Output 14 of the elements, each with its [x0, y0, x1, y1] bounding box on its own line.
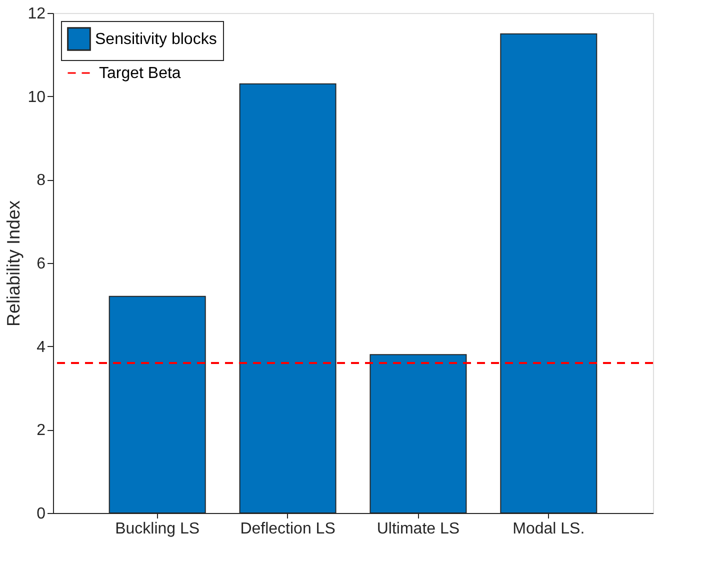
y-tick-label: 6: [36, 256, 46, 272]
y-tick-label: 2: [36, 422, 46, 440]
y-axis-title: Reliability Index: [4, 200, 24, 327]
y-tick-label: 0: [36, 506, 46, 522]
y-tick-label: 12: [28, 6, 46, 22]
y-tick-label: 8: [36, 172, 46, 190]
x-tick-label: Buckling LS: [115, 520, 200, 538]
legend-label: Target Beta: [99, 65, 181, 82]
y-tick-label: 4: [36, 338, 46, 356]
x-tick-label: Deflection LS: [240, 520, 336, 538]
x-tick-label: Ultimate LS: [376, 520, 460, 538]
y-tick-label: 10: [28, 88, 46, 106]
legend-label: Sensitivity blocks: [95, 31, 217, 48]
x-tick-label: Modal LS.: [512, 520, 585, 538]
